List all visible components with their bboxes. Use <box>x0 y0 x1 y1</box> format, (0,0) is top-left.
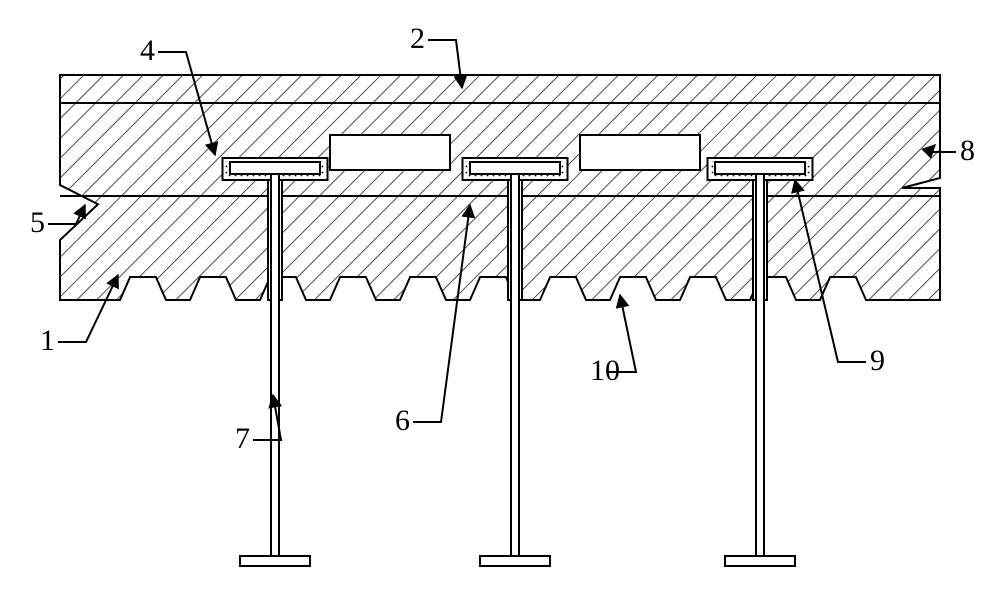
main-body <box>60 75 940 566</box>
label-number: 10 <box>590 354 620 387</box>
label-number: 9 <box>870 344 885 377</box>
nail-foot <box>725 556 795 566</box>
hatched-body <box>60 103 940 300</box>
nail-foot <box>480 556 550 566</box>
cavity <box>330 135 450 170</box>
nail-shaft <box>511 174 519 556</box>
cavity <box>580 135 700 170</box>
label-number: 4 <box>140 34 155 67</box>
nail-foot <box>240 556 310 566</box>
label-number: 1 <box>40 324 55 357</box>
label-number: 8 <box>960 134 975 167</box>
nail-shaft <box>271 174 279 556</box>
label-number: 2 <box>410 22 425 55</box>
nail-head <box>470 162 560 174</box>
nail-head <box>230 162 320 174</box>
label-number: 6 <box>395 404 410 437</box>
nail-shaft <box>756 174 764 556</box>
nail-head <box>715 162 805 174</box>
label-number: 7 <box>235 422 250 455</box>
label-number: 5 <box>30 206 45 239</box>
cross-section-diagram: 1 2 4 5 6 7 8 9 10 <box>0 0 1000 603</box>
top-cap <box>60 75 940 103</box>
